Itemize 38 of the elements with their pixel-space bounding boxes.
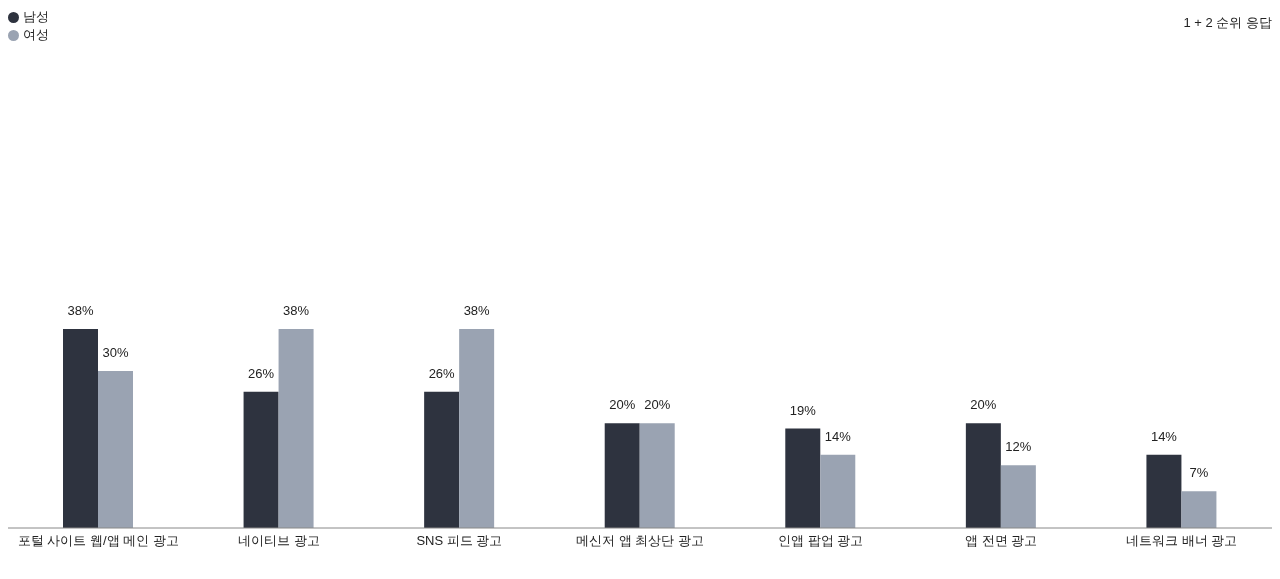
x-tick-label: SNS 피드 광고 [416, 533, 503, 549]
bar [243, 391, 279, 528]
bar [63, 329, 98, 528]
data-label: 14% [824, 428, 852, 444]
bar [639, 423, 675, 528]
bar [278, 329, 314, 528]
x-tick-label: 네트워크 배너 광고 [1126, 533, 1238, 549]
data-label: 26% [248, 365, 275, 381]
data-label: 38% [67, 303, 94, 318]
data-label: 30% [102, 344, 129, 360]
bar [1181, 491, 1217, 528]
bar [604, 423, 640, 528]
bar [1146, 454, 1182, 528]
x-tick-label: 앱 전면 광고 [965, 533, 1038, 549]
bar [965, 423, 1001, 528]
bar [785, 428, 821, 528]
legend-label: 남성 [23, 8, 49, 26]
data-label: 7% [1189, 465, 1209, 481]
legend-label: 여성 [23, 26, 49, 44]
x-tick-label: 포털 사이트 웹/앱 메인 광고 [17, 533, 179, 549]
bar [1000, 465, 1036, 528]
x-tick-label: 네이티브 광고 [238, 533, 320, 549]
x-tick-label: 메신저 앱 최상단 광고 [576, 533, 704, 549]
data-label: 20% [644, 397, 671, 413]
bar [820, 454, 856, 528]
data-label: 19% [789, 402, 817, 418]
text: 1 + 2 순위 응답 [1183, 14, 1272, 32]
data-label: 20% [970, 397, 997, 413]
data-label: 38% [283, 303, 310, 318]
data-label: 14% [1150, 428, 1178, 444]
bar [424, 391, 460, 528]
x-tick-label: 인앱 팝업 광고 [777, 533, 864, 549]
data-label: 20% [609, 397, 636, 413]
bar [98, 370, 133, 528]
data-label: 38% [463, 303, 491, 318]
data-label: 26% [428, 365, 456, 381]
bar [459, 329, 495, 528]
data-label: 12% [1005, 439, 1032, 455]
